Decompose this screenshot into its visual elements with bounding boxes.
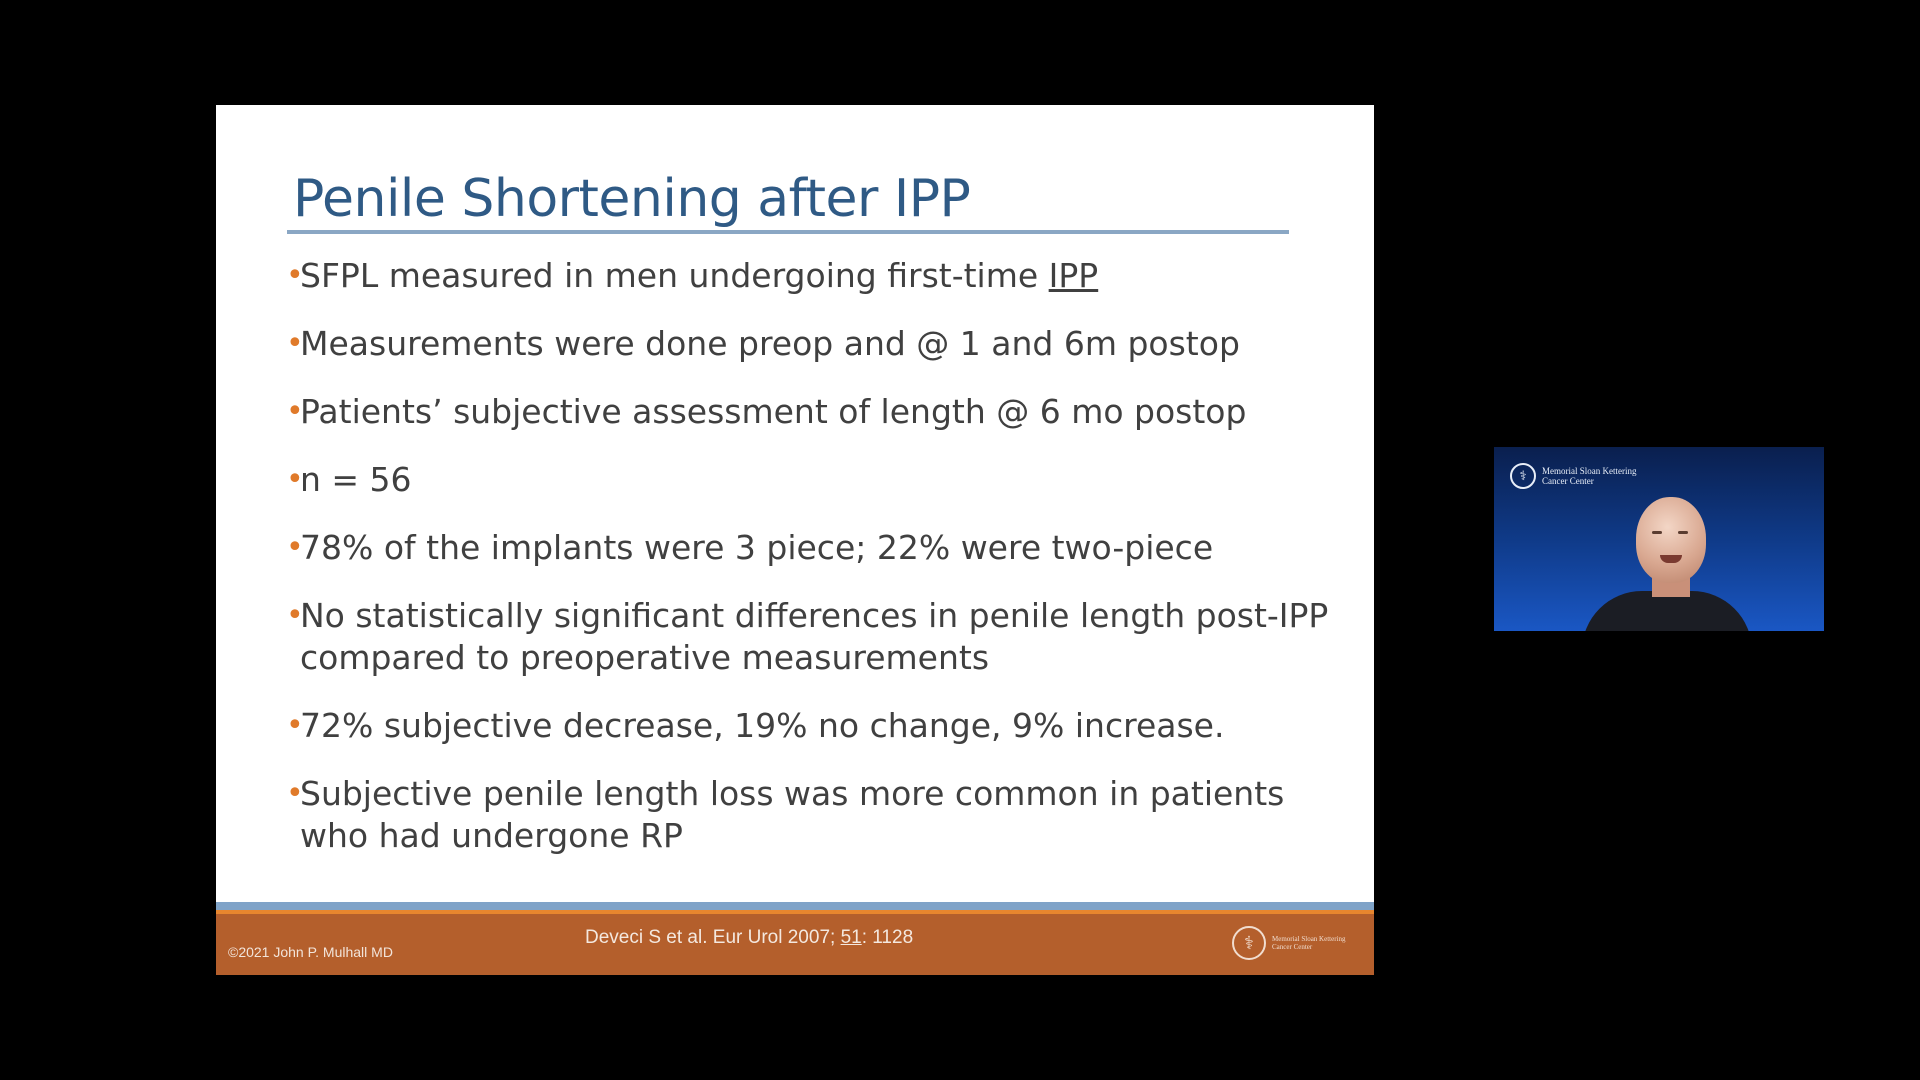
bullet-marker-icon: • <box>286 530 304 565</box>
speaker-head <box>1636 497 1706 583</box>
bullet-marker-icon: • <box>286 462 304 497</box>
bullet-text: 72% subjective decrease, 19% no change, … <box>300 706 1225 745</box>
bullet-item: • Subjective penile length loss was more … <box>286 773 1326 857</box>
bullet-item: • 72% subjective decrease, 19% no change,… <box>286 705 1326 747</box>
msk-logo-icon: ⚕ <box>1232 926 1266 960</box>
bullet-text: 78% of the implants were 3 piece; 22% we… <box>300 528 1214 567</box>
speaker-video-tile[interactable]: ⚕ Memorial Sloan Kettering Cancer Center <box>1494 447 1824 631</box>
bullet-marker-icon: • <box>286 326 304 361</box>
bullet-marker-icon: • <box>286 258 304 293</box>
speaker-torso <box>1582 591 1752 631</box>
bullet-text: Measurements were done preop and @ 1 and… <box>300 324 1240 363</box>
msk-logo-icon: ⚕ <box>1510 463 1536 489</box>
bullet-item: • 78% of the implants were 3 piece; 22% w… <box>286 527 1326 569</box>
bullet-text-continued: who had undergone RP <box>300 816 683 855</box>
bullet-marker-icon: • <box>286 776 304 811</box>
bullet-list: • SFPL measured in men undergoing first-t… <box>286 255 1329 883</box>
speaker-avatar <box>1582 497 1752 631</box>
citation-volume: 51 <box>840 927 862 948</box>
presentation-slide: Penile Shortening after IPP • SFPL measur… <box>216 105 1374 975</box>
bullet-item: • n = 56 <box>286 459 1326 501</box>
title-underline-rule <box>287 230 1289 234</box>
bullet-marker-icon: • <box>286 598 304 633</box>
copyright-text: ©2021 John P. Mulhall MD <box>228 944 393 960</box>
citation-text: Deveci S et al. Eur Urol 2007; 51: 1128 <box>585 927 913 949</box>
bullet-item: • Measurements were done preop and @ 1 an… <box>286 323 1326 365</box>
bullet-item: • No statistically significant difference… <box>286 595 1329 679</box>
bullet-text: Subjective penile length loss was more c… <box>300 774 1285 813</box>
bullet-underlined-text: IPP <box>1048 256 1099 295</box>
bullet-text: Patients’ subjective assessment of lengt… <box>300 392 1247 431</box>
citation-prefix: Deveci S et al. Eur Urol 2007; <box>585 927 841 948</box>
bullet-text: SFPL measured in men undergoing first-ti… <box>300 256 1049 295</box>
bullet-text: n = 56 <box>300 460 412 499</box>
speaker-eye <box>1678 531 1688 534</box>
bullet-text-continued: compared to preoperative measurements <box>300 638 990 677</box>
video-logo-text: Memorial Sloan Kettering Cancer Center <box>1542 466 1652 486</box>
bullet-item: • Patients’ subjective assessment of leng… <box>286 391 1326 433</box>
slide-footer: ©2021 John P. Mulhall MD Deveci S et al.… <box>216 914 1374 975</box>
bullet-text: No statistically significant differences… <box>300 596 1329 635</box>
footer-orange-stripe <box>216 910 1374 914</box>
video-logo-line2: Cancer Center <box>1542 476 1594 486</box>
bullet-item: • SFPL measured in men undergoing first-t… <box>286 255 1326 297</box>
citation-suffix: : 1128 <box>861 927 914 948</box>
footer-blue-stripe <box>216 902 1374 910</box>
video-background-logo: ⚕ Memorial Sloan Kettering Cancer Center <box>1510 463 1652 489</box>
speaker-eye <box>1652 531 1662 534</box>
bullet-marker-icon: • <box>286 394 304 429</box>
bullet-marker-icon: • <box>286 708 304 743</box>
footer-logo: ⚕ Memorial Sloan Kettering Cancer Center <box>1232 926 1358 960</box>
video-logo-line1: Memorial Sloan Kettering <box>1542 466 1637 476</box>
speaker-mouth <box>1660 555 1682 563</box>
footer-logo-text: Memorial Sloan Kettering Cancer Center <box>1272 935 1346 951</box>
slide-title: Penile Shortening after IPP <box>293 169 971 229</box>
